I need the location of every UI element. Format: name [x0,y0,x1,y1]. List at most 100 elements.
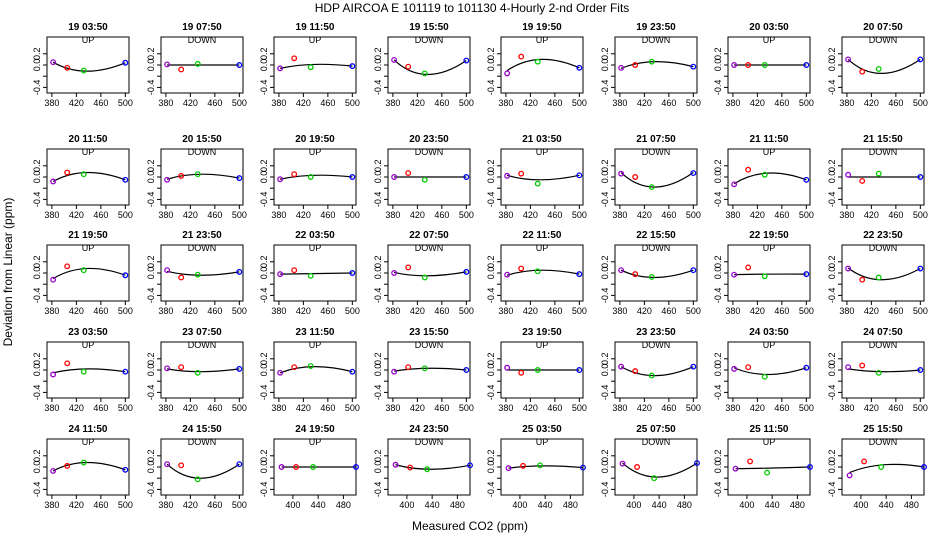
y-tick-label: -0.4 [486,80,496,96]
x-tick-label: 380 [158,403,173,413]
data-point [122,466,129,473]
y-tick-label: 0.2 [486,353,496,366]
panel-10: 20 15:50 DOWN -0.4 0.00.2 380 420 460 500 [146,134,247,220]
panel-title: 20 23:50 [409,134,449,145]
data-point [293,464,300,470]
y-tick-label: 0.2 [486,160,496,173]
x-tick-label: 420 [864,210,879,220]
y-tick-label: -0.4 [827,385,837,401]
panel-title: 21 07:50 [636,134,676,145]
y-tick-label: 0.0 [600,364,610,377]
data-point [310,464,317,470]
x-tick-label: 420 [637,210,652,220]
panel-direction: UP [309,35,322,45]
panel-12: 20 23:50 DOWN -0.4 0.00.2 380 420 460 500 [373,134,474,220]
panel-direction: UP [536,437,549,447]
panel-32: 24 07:50 DOWN -0.4 0.00.2 380 420 460 500 [827,327,928,413]
data-point [178,462,185,469]
data-point [291,55,298,62]
data-point [405,170,412,177]
y-tick-label: -0.4 [713,80,723,96]
data-point [632,62,639,68]
x-tick-label: 500 [459,98,474,108]
data-point [845,171,852,178]
panel-direction: DOWN [869,243,898,253]
panel-direction: UP [536,243,549,253]
data-point [618,64,625,71]
panel-title: 23 23:50 [636,327,676,338]
data-point [859,276,866,283]
data-point [917,56,924,63]
y-tick-label: 0.2 [32,353,42,366]
y-tick-label: 0.0 [600,59,610,72]
x-tick-label: 380 [271,403,286,413]
x-tick-label: 380 [839,98,854,108]
y-axis-label: Deviation from Linear (ppm) [1,198,15,347]
data-point [405,63,412,70]
fit-curve [166,463,240,479]
panel-11: 20 19:50 UP -0.4 0.00.2 380 420 460 500 [259,134,360,220]
y-tick-label: 0.0 [32,171,42,184]
y-tick-label: -0.4 [373,80,383,96]
x-tick-label: 440 [652,500,667,510]
data-point [277,65,284,72]
panel-direction: UP [309,147,322,157]
x-tick-label: 500 [686,306,701,316]
data-point [761,171,768,178]
panel-title: 23 19:50 [522,327,562,338]
y-tick-label: 0.0 [146,59,156,72]
y-tick-label: -0.4 [600,385,610,401]
panel-direction: DOWN [869,35,898,45]
data-point [921,464,927,470]
y-tick-label: 0.2 [486,256,496,269]
panel-15: 21 11:50 UP -0.4 0.00.2 380 420 460 500 [713,134,814,220]
data-point [745,264,752,271]
y-tick-label: -0.4 [827,192,837,208]
data-point [859,362,866,369]
y-tick-label: 0.0 [32,267,42,280]
x-tick-label: 420 [750,210,765,220]
panel-title: 21 19:50 [68,230,108,241]
y-tick-label: 0.2 [259,450,269,463]
data-point [576,367,583,373]
data-point [194,476,201,483]
y-tick-label: -0.4 [600,288,610,304]
x-tick-label: 500 [572,210,587,220]
data-point [80,459,87,466]
x-tick-label: 380 [839,403,854,413]
y-tick-label: 0.0 [600,267,610,280]
panel-title: 21 15:50 [863,134,903,145]
data-point [618,267,625,274]
x-tick-label: 500 [799,98,814,108]
data-point [861,458,868,465]
data-point [194,60,201,67]
y-tick-label: -0.4 [259,192,269,208]
x-tick-label: 500 [232,500,247,510]
panel-title: 24 19:50 [295,424,335,435]
x-tick-label: 500 [913,98,928,108]
y-tick-label: 0.0 [486,461,496,474]
x-tick-label: 500 [345,210,360,220]
data-point [194,271,201,278]
data-point [520,462,527,469]
panel-direction: UP [763,340,776,350]
fit-curve [620,269,694,278]
y-tick-label: 0.0 [146,171,156,184]
panel-21: 22 11:50 UP -0.4 0.00.2 380 420 460 500 [486,230,587,316]
x-tick-label: 420 [410,98,425,108]
data-point [745,364,752,371]
panel-direction: UP [82,147,95,157]
fit-curve [849,463,925,474]
x-tick-label: 460 [320,210,335,220]
y-tick-label: 0.2 [32,160,42,173]
data-point [845,265,852,272]
data-point [421,70,428,77]
data-point [648,372,655,379]
fit-curve [167,368,240,373]
data-point [307,363,314,370]
fit-curve [166,270,240,276]
panel-title: 19 07:50 [182,22,222,33]
y-tick-label: 0.0 [32,59,42,72]
panel-direction: UP [536,340,549,350]
data-point [463,174,470,180]
